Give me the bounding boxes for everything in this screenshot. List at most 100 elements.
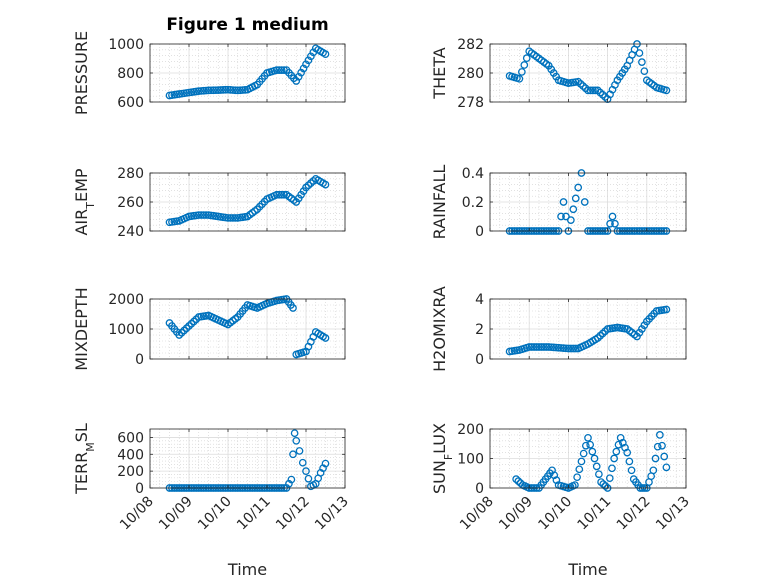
data-point (287, 475, 296, 484)
subplot-pressure: 600 800 1000 PRESSURE Figure 1 medium (72, 15, 346, 115)
data-point (209, 86, 218, 95)
y-tick-label: 200 (457, 422, 484, 438)
data-point (571, 194, 580, 203)
data-point (574, 183, 583, 192)
subplot-sun-flux: 0 100 200 10/08 10/09 10/10 10/11 10/12 10/13 SUN… (430, 422, 693, 579)
data-point (321, 180, 330, 189)
data-point (197, 87, 206, 95)
data-point (589, 86, 597, 95)
data-point (292, 436, 301, 445)
data-point (562, 344, 570, 353)
data-point (298, 458, 307, 467)
data-point (566, 344, 575, 353)
data-point (544, 343, 553, 351)
data-point (277, 66, 286, 74)
data-point (557, 212, 565, 221)
subplot-air-temp: 240 260 280 AIRTEMP (72, 166, 346, 240)
data-point (202, 86, 210, 95)
data-point (197, 211, 206, 219)
data-point (662, 463, 671, 472)
data-point (231, 214, 240, 222)
data-point (207, 86, 215, 95)
data-point (224, 85, 232, 94)
y-tick-label: 278 (457, 95, 484, 111)
y-tick-label: 0.2 (462, 195, 484, 211)
data-point (658, 441, 666, 450)
data-point (611, 219, 619, 228)
data-point (180, 326, 188, 335)
y-tick-label: 282 (457, 37, 484, 53)
data-point (520, 61, 529, 69)
y-tick-label: 4 (475, 292, 484, 308)
x-tick-label: 10/09 (156, 494, 196, 534)
data-point (289, 304, 297, 312)
y-tick-label: 280 (117, 166, 144, 182)
data-point (229, 214, 237, 222)
y-tick-label: 0 (135, 352, 144, 368)
data-point (275, 190, 284, 199)
data-point (522, 54, 531, 62)
data-point (307, 52, 315, 61)
data-point (302, 60, 310, 69)
data-point (573, 473, 581, 482)
data-point (547, 343, 556, 352)
data-point (290, 429, 299, 438)
data-point (236, 86, 245, 95)
data-point (656, 431, 664, 439)
data-point (580, 198, 589, 206)
data-point (277, 190, 286, 199)
data-point (608, 464, 616, 473)
data-point (569, 205, 578, 214)
data-point (289, 450, 297, 459)
data-point (566, 216, 575, 224)
data-point (530, 343, 538, 351)
x-tick-label: 10/08 (117, 494, 157, 534)
y-tick-label: 600 (117, 95, 144, 111)
data-point (194, 211, 203, 219)
data-point (321, 459, 330, 468)
series-markers (165, 44, 330, 100)
data-point (599, 480, 608, 488)
y-axis-label: AIRTEMP (72, 168, 97, 235)
data-point (219, 86, 227, 94)
x-tick-label: 10/13 (312, 494, 352, 534)
data-point (554, 343, 563, 352)
data-point (175, 331, 184, 339)
data-point (204, 86, 213, 95)
data-point (579, 449, 588, 458)
data-point (584, 433, 592, 442)
y-tick-label: 100 (457, 452, 484, 468)
data-point (194, 87, 203, 95)
data-point (226, 86, 235, 94)
data-point (304, 56, 313, 65)
data-point (577, 457, 586, 466)
data-point (515, 74, 524, 83)
data-point (525, 343, 534, 351)
data-point (202, 211, 210, 219)
y-tick-label: 280 (457, 66, 484, 82)
data-point (608, 212, 617, 221)
data-point (597, 478, 605, 486)
data-point (588, 447, 597, 456)
data-point (512, 475, 520, 483)
subplot-mixdepth: 0 1000 2000 MIXDEPTH (72, 287, 346, 371)
x-tick-label: 10/10 (195, 494, 235, 534)
chart-title: Figure 1 medium (166, 15, 328, 35)
x-tick-label: 10/09 (496, 494, 536, 534)
y-tick-label: 0 (475, 481, 484, 497)
data-point (640, 67, 649, 76)
data-point (321, 50, 330, 59)
data-point (214, 86, 223, 94)
data-point (226, 214, 235, 222)
x-tick-label: 10/10 (535, 494, 575, 534)
data-point (187, 319, 196, 328)
data-point (295, 447, 304, 455)
subplot-rainfall: 0 0.2 0.4 RAINFALL (430, 165, 687, 240)
data-point (229, 86, 237, 94)
data-point (532, 343, 541, 351)
series-markers (165, 174, 330, 227)
data-point (280, 190, 288, 199)
data-point (559, 198, 568, 206)
data-point (575, 465, 584, 474)
